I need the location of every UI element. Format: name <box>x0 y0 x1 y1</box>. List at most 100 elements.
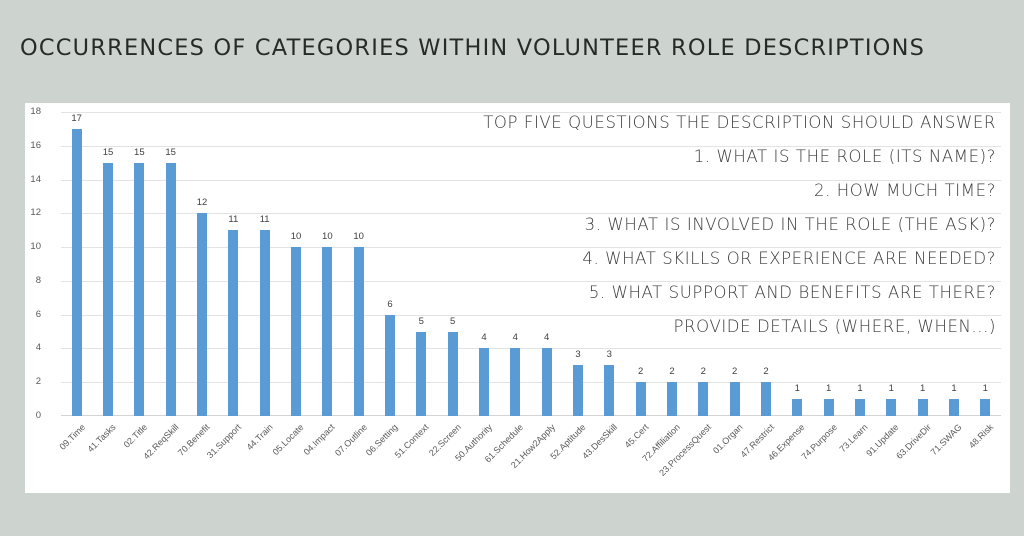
question-item: 5. WHAT SUPPORT AND BENEFITS ARE THERE? <box>588 283 996 302</box>
question-item: 1. WHAT IS THE ROLE (ITS NAME)? <box>693 147 996 166</box>
bar <box>573 365 583 416</box>
y-tick-label: 16 <box>30 139 41 151</box>
bar <box>917 399 928 416</box>
page-title: OCCURRENCES OF CATEGORIES WITHIN VOLUNTE… <box>20 36 926 61</box>
bar <box>197 213 207 416</box>
bar-value-label: 1 <box>857 383 863 395</box>
x-tick-label: 05.Locate <box>270 422 306 458</box>
y-tick-label: 4 <box>35 342 41 354</box>
x-tick-label: 09.Time <box>57 422 87 452</box>
bar <box>416 331 427 416</box>
bar-value-label: 17 <box>71 112 82 124</box>
x-tick-label: 44.Train <box>244 422 275 453</box>
y-tick-label: 0 <box>35 410 41 421</box>
gridline <box>61 314 1001 316</box>
bar <box>635 382 646 416</box>
y-tick-label: 10 <box>30 241 41 253</box>
y-tick-label: 18 <box>30 106 41 117</box>
bar-value-label: 10 <box>290 231 302 243</box>
bar-value-label: 2 <box>669 366 675 378</box>
bar-value-label: 3 <box>575 349 581 361</box>
bar <box>949 399 959 416</box>
x-tick-label: 48.Risk <box>967 422 996 451</box>
top-five-questions: TOP FIVE QUESTIONS THE DESCRIPTION SHOUL… <box>483 112 996 350</box>
bar <box>855 399 865 416</box>
bar <box>353 247 364 416</box>
bar-value-label: 2 <box>700 366 706 378</box>
x-tick-label: 07.Outline <box>332 422 369 459</box>
question-item: 2. HOW MUCH TIME? <box>814 181 996 200</box>
bar-value-label: 2 <box>638 366 644 378</box>
bar-value-label: 4 <box>512 332 518 344</box>
bar-value-label: 1 <box>982 383 988 395</box>
bar-value-label: 6 <box>387 298 393 310</box>
bar-value-label: 1 <box>951 383 957 395</box>
bar <box>322 247 333 416</box>
bar-value-label: 10 <box>322 231 333 243</box>
bar-value-label: 3 <box>606 349 612 361</box>
bar-value-label: 15 <box>165 146 176 158</box>
bar <box>792 399 803 416</box>
gridline <box>61 179 1001 181</box>
bar <box>886 399 897 416</box>
bar-value-label: 2 <box>763 366 769 378</box>
bar-value-label: 1 <box>826 383 832 395</box>
bar-value-label: 15 <box>102 146 114 158</box>
gridline <box>61 348 1001 350</box>
y-tick-label: 6 <box>35 308 41 320</box>
x-axis-line <box>61 415 1001 416</box>
x-tick-label: 04.Impact <box>301 422 337 458</box>
bar-value-label: 5 <box>450 315 456 327</box>
bar-value-label: 15 <box>134 146 145 158</box>
bar-value-label: 1 <box>920 383 926 395</box>
gridline <box>61 213 1001 215</box>
y-tick-label: 12 <box>30 207 41 219</box>
questions-heading: TOP FIVE QUESTIONS THE DESCRIPTION SHOUL… <box>483 113 996 132</box>
bar <box>980 399 991 416</box>
bar-chart-plot-area: 17 15 15 15 12 11 11 10 10 10 6 5 5 4 4 4 3 3 2 2 2 2 2 1 1 1 1 1 1 1 <box>61 112 1001 416</box>
bar-value-label: 1 <box>888 383 894 395</box>
bar <box>667 382 677 416</box>
bar <box>541 348 552 416</box>
x-tick-label: 71.SWAG <box>928 422 964 458</box>
bar <box>604 365 615 416</box>
bar <box>761 382 771 416</box>
question-item: 4. WHAT SKILLS OR EXPERIENCE ARE NEEDED? <box>582 249 996 268</box>
bar <box>134 162 145 416</box>
bar-value-label: 11 <box>259 214 270 226</box>
y-tick-label: 2 <box>35 376 41 388</box>
bar-value-label: 4 <box>481 332 487 344</box>
bar <box>479 348 489 416</box>
y-tick-label: 14 <box>30 173 41 185</box>
question-item: 3. WHAT IS INVOLVED IN THE ROLE (THE ASK… <box>584 215 996 234</box>
bar <box>698 382 709 416</box>
gridline <box>61 247 1001 249</box>
x-tick-label: 02.Title <box>121 422 150 450</box>
bar <box>228 230 239 416</box>
bar-value-label: 11 <box>228 214 239 226</box>
bar <box>447 331 458 416</box>
bar-value-label: 10 <box>353 231 364 243</box>
x-tick-label: 41.Tasks <box>85 422 118 455</box>
bar <box>823 399 834 416</box>
gridline <box>61 382 1001 384</box>
bar <box>510 348 521 416</box>
bar-value-label: 5 <box>418 315 424 327</box>
bar <box>103 162 113 416</box>
gridline <box>61 145 1001 147</box>
y-tick-label: 8 <box>35 274 41 286</box>
gridline <box>61 280 1001 282</box>
bar-value-label: 1 <box>794 383 800 395</box>
gridline <box>61 112 1001 113</box>
bar <box>385 314 395 416</box>
question-item: PROVIDE DETAILS (WHERE, WHEN...) <box>673 317 996 336</box>
bar <box>291 247 301 416</box>
bar <box>259 230 270 416</box>
bar-value-label: 2 <box>732 366 738 378</box>
bar-value-label: 12 <box>196 197 208 209</box>
chart-panel: 17 15 15 15 12 11 11 10 10 10 6 5 5 4 4 4 3 3 2 2 2 2 2 1 1 1 1 1 1 1… <box>25 103 1010 493</box>
bar <box>729 382 740 416</box>
bar <box>71 128 82 416</box>
bar <box>165 162 176 416</box>
x-tick-label: 45.Cert <box>622 422 651 450</box>
